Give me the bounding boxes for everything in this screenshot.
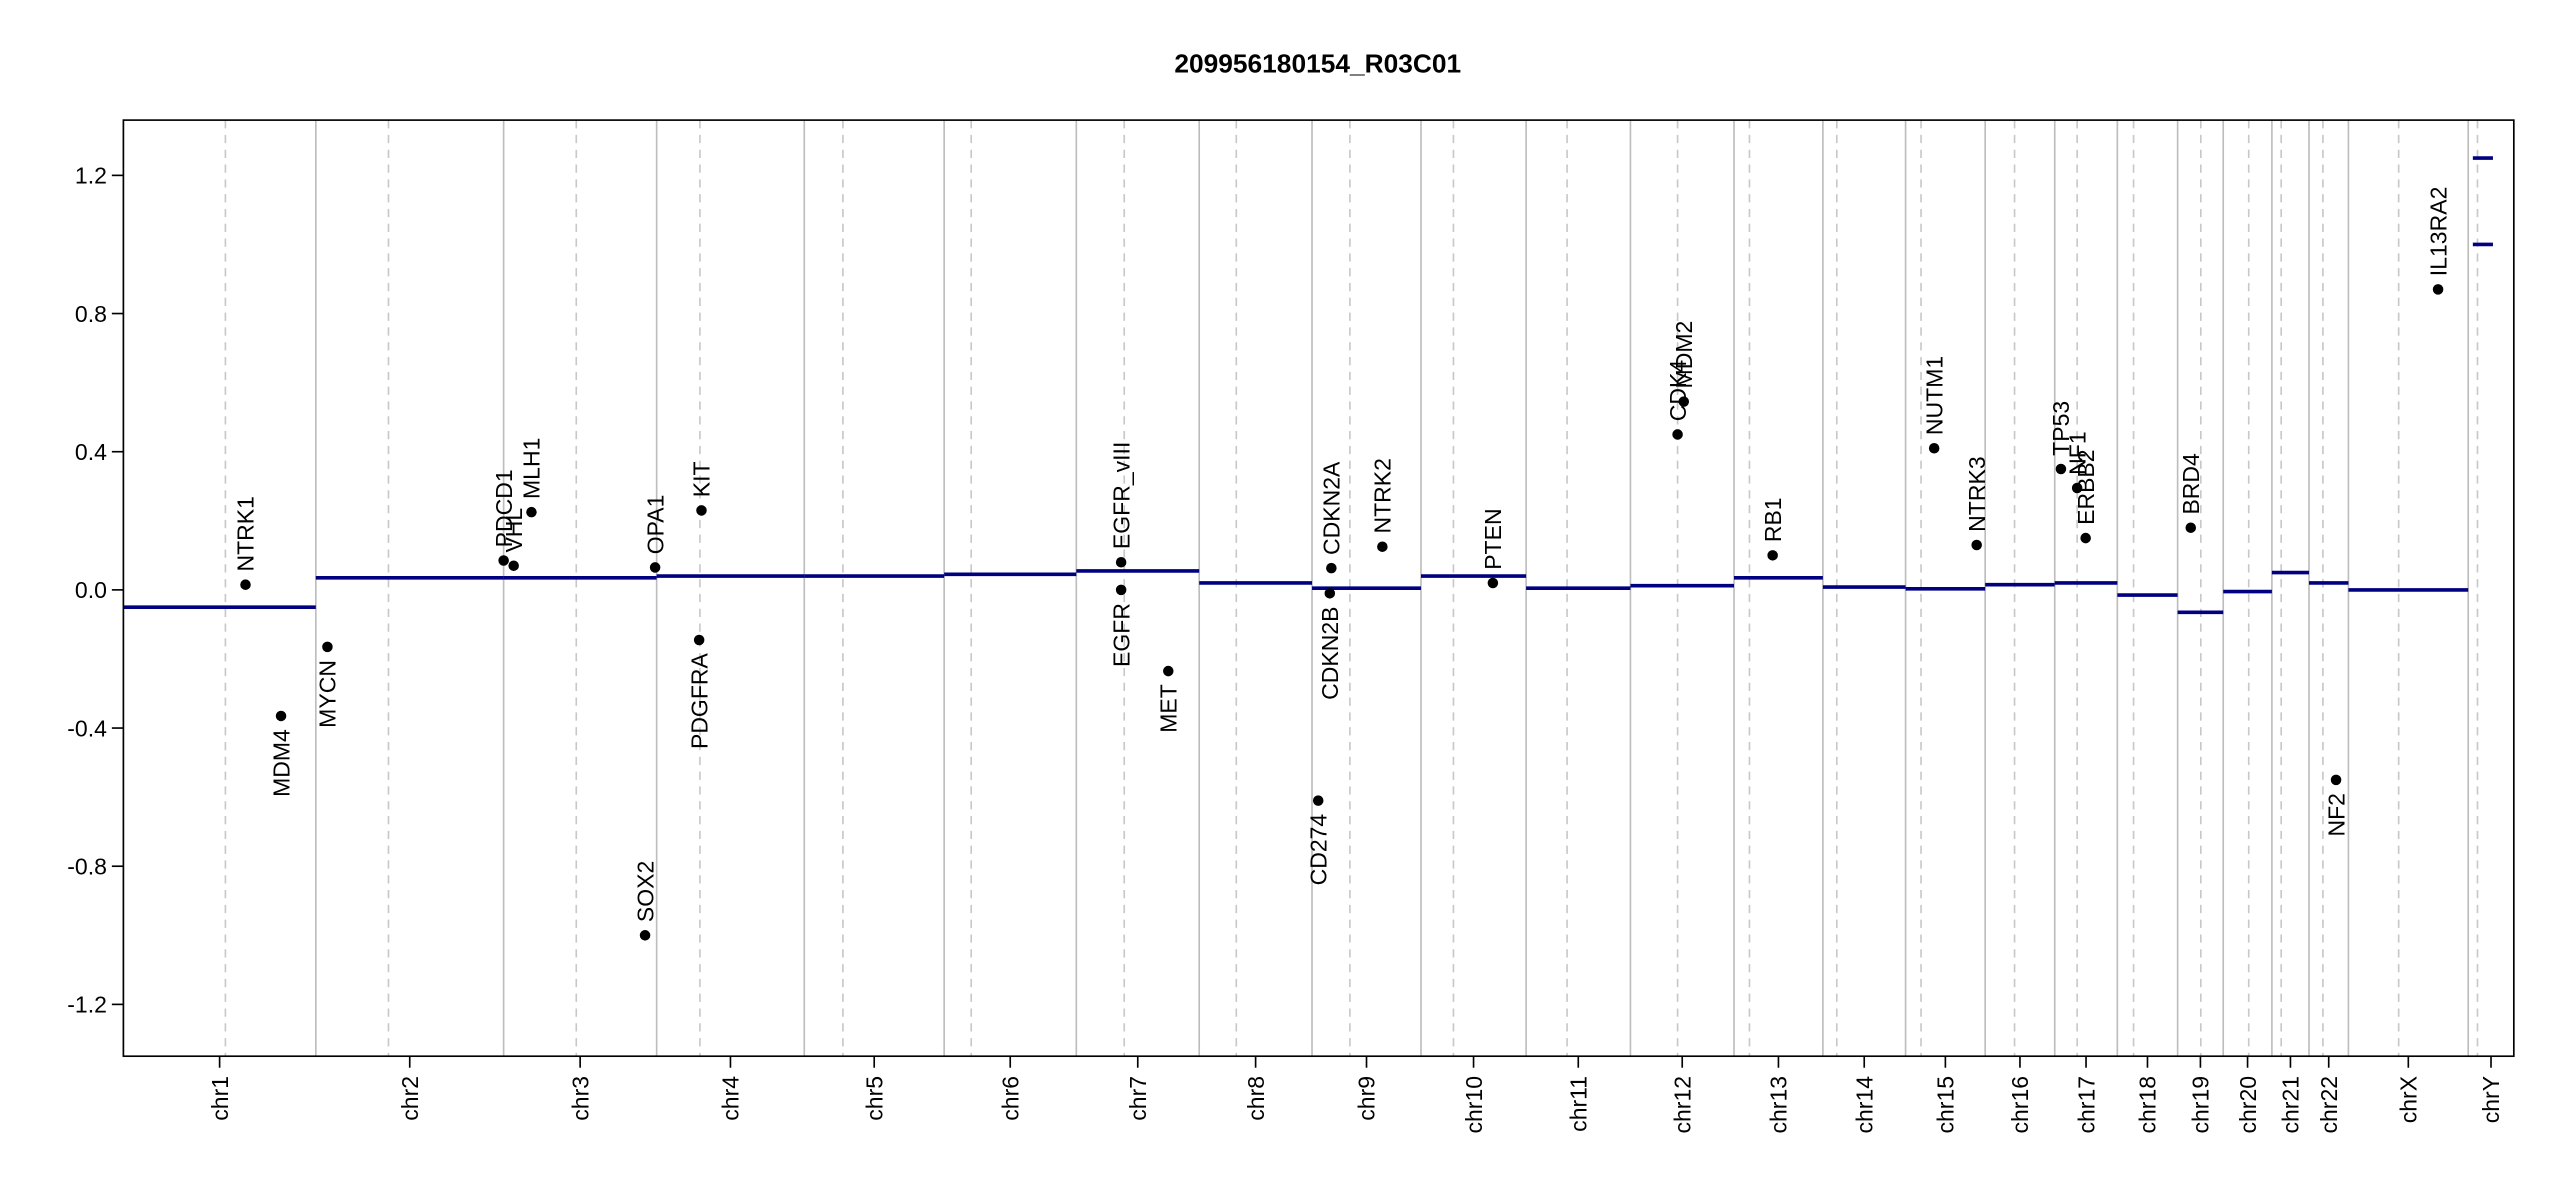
gene-point xyxy=(275,710,287,722)
gene-point xyxy=(1312,795,1324,806)
x-tick-label: chr19 xyxy=(2188,1076,2214,1134)
x-tick-label: chr16 xyxy=(2007,1076,2033,1134)
gene-point xyxy=(1928,442,1940,454)
gene-label: CD274 xyxy=(1305,814,1331,886)
gene-label: MYCN xyxy=(315,660,341,728)
axes: 1.2 0.8 0.4 0.0 -0.4 -0.8 -1.2 chr1 chr2 chr3 chr4… xyxy=(67,163,2504,1134)
y-tick-label: -1.2 xyxy=(67,992,107,1018)
y-tick-label: -0.4 xyxy=(67,715,107,741)
gene-label: MLH1 xyxy=(519,438,545,499)
gene-point xyxy=(2055,463,2067,475)
x-tick-label: chr4 xyxy=(718,1076,744,1121)
gene-point xyxy=(1115,584,1127,596)
x-tick-label: chr12 xyxy=(1669,1076,1695,1134)
x-tick-label: chr3 xyxy=(567,1076,593,1121)
gene-label: NTRK2 xyxy=(1370,458,1396,533)
gene-point xyxy=(639,930,651,941)
gene-point xyxy=(693,634,705,646)
gene-point xyxy=(1326,562,1337,574)
gene-point xyxy=(696,505,707,516)
y-tick-label: 0.8 xyxy=(75,301,107,327)
x-tick-label: chr22 xyxy=(2316,1076,2342,1134)
plot-frame xyxy=(122,119,2515,1058)
gene-label: PTEN xyxy=(1480,508,1506,569)
x-tick-label: chr21 xyxy=(2278,1076,2304,1134)
gene-point xyxy=(1672,429,1683,440)
x-tick-label: chr20 xyxy=(2235,1076,2261,1134)
gene-label: CDKN2B xyxy=(1317,606,1343,699)
gene-label: MET xyxy=(1156,684,1182,733)
gene-label: PDCD1 xyxy=(491,469,517,547)
gene-label: ERBB2 xyxy=(2073,449,2099,524)
x-tick-label: chr6 xyxy=(997,1076,1023,1121)
gene-label: PDGFRA xyxy=(686,652,712,749)
x-tick-label: chr9 xyxy=(1354,1076,1380,1121)
gene-point xyxy=(498,555,509,566)
x-tick-label: chr2 xyxy=(397,1076,423,1121)
gene-point xyxy=(649,562,661,573)
gene-point xyxy=(1115,556,1127,568)
gene-label: IL13RA2 xyxy=(2425,187,2451,277)
gene-label: SOX2 xyxy=(632,861,658,922)
gene-label: BRD4 xyxy=(2178,453,2204,515)
x-tick-label: chr15 xyxy=(1933,1076,1959,1134)
gene-label: NTRK3 xyxy=(1964,456,1990,531)
x-tick-label: chrX xyxy=(2396,1076,2422,1123)
x-tick-label: chr13 xyxy=(1766,1076,1792,1134)
gene-point xyxy=(1487,577,1499,589)
x-tick-label: chr17 xyxy=(2073,1076,2099,1134)
y-tick-label: 0.4 xyxy=(75,439,107,465)
x-tick-label: chrY xyxy=(2478,1076,2504,1123)
gene-label: NTRK1 xyxy=(233,496,259,571)
chart-title: 209956180154_R03C01 xyxy=(1174,48,1461,78)
gene-label: NUTM1 xyxy=(1921,356,1947,435)
gene-point xyxy=(2080,532,2091,544)
gene-label: TP53 xyxy=(2048,401,2074,456)
gene-point xyxy=(1377,541,1388,552)
x-tick-label: chr7 xyxy=(1125,1076,1151,1121)
gene-label: NF2 xyxy=(2323,793,2349,836)
x-tick-label: chr11 xyxy=(1565,1076,1591,1132)
gene-label: NF1 xyxy=(2064,431,2090,474)
gene-point xyxy=(1971,539,1982,551)
gene-point xyxy=(1767,550,1778,561)
guide-lines xyxy=(122,120,2515,1057)
gene-label: KIT xyxy=(689,461,715,497)
gene-point xyxy=(322,641,333,653)
gene-label: CDK4 xyxy=(1665,360,1691,422)
gene-point xyxy=(508,560,519,571)
gene-point xyxy=(1163,665,1174,677)
gene-point xyxy=(1678,396,1690,407)
gene-label: OPA1 xyxy=(642,495,668,555)
gene-label: MDM4 xyxy=(268,729,294,797)
gene-point xyxy=(240,579,251,590)
x-tick-label: chr14 xyxy=(1851,1076,1877,1134)
x-tick-label: chr10 xyxy=(1461,1076,1487,1134)
x-tick-label: chr5 xyxy=(861,1076,887,1121)
gene-label: EGFR xyxy=(1108,603,1134,667)
gene-label: EGFR_vIII xyxy=(1108,442,1134,549)
gene-label: MDM2 xyxy=(1671,321,1697,389)
gene-label: CDKN2A xyxy=(1319,461,1345,555)
gene-label: RB1 xyxy=(1760,497,1786,542)
gene-label: VHL xyxy=(501,508,527,553)
gene-point xyxy=(2330,774,2342,786)
gene-point xyxy=(526,506,537,518)
x-tick-label: chr8 xyxy=(1243,1076,1269,1121)
gene-point xyxy=(2432,284,2444,295)
y-tick-label: -0.8 xyxy=(67,853,107,879)
y-tick-label: 1.2 xyxy=(75,163,107,189)
y-tick-label: 0.0 xyxy=(75,577,107,603)
x-tick-label: chr18 xyxy=(2135,1076,2161,1134)
x-tick-label: chr1 xyxy=(207,1076,233,1121)
gene-point xyxy=(2071,482,2083,494)
gene-point xyxy=(1324,588,1336,599)
gene-point xyxy=(2185,522,2197,533)
